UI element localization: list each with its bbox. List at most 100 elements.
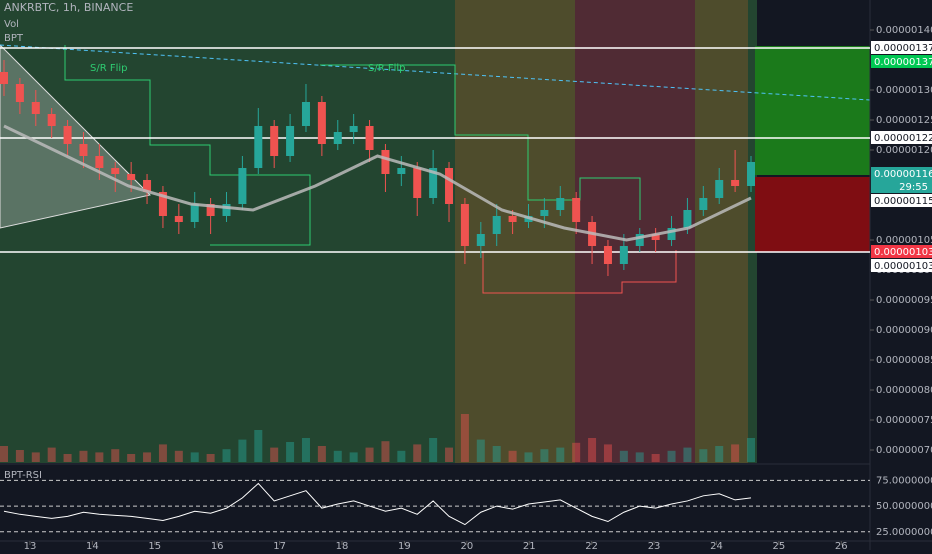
- candle-body: [699, 198, 708, 210]
- candle-body: [460, 204, 469, 246]
- y-tick-label: 0.00000080: [876, 385, 932, 396]
- candle-body: [301, 102, 310, 126]
- x-tick-label: 13: [24, 541, 37, 550]
- price-label-box: [871, 194, 932, 207]
- price-label-box: [871, 259, 932, 272]
- volume-bar: [158, 444, 167, 462]
- volume-bar: [31, 452, 40, 462]
- y-tick-label: 0.00000120: [876, 145, 932, 156]
- rsi-tick-label: 50.00000000: [876, 501, 932, 512]
- price-label-box: [871, 55, 932, 68]
- volume-bar: [0, 446, 8, 462]
- volume-bar: [174, 450, 183, 462]
- y-tick-label: 0.00000090: [876, 325, 932, 336]
- price-label: 0.00000116: [874, 169, 932, 180]
- chart-title: ANKRBTC, 1h, BINANCE: [4, 1, 133, 14]
- candle-body: [508, 216, 517, 222]
- volume-bar: [667, 450, 676, 462]
- volume-bar: [397, 450, 406, 462]
- trend-line: [0, 44, 871, 101]
- volume-bar: [715, 446, 724, 462]
- candle-body: [381, 150, 390, 174]
- volume-bar: [651, 454, 660, 462]
- annotation: S/R Flip: [90, 63, 128, 74]
- volume-bar: [349, 452, 358, 462]
- volume-bar: [460, 414, 469, 462]
- volume-bar: [127, 454, 136, 462]
- volume-bar: [556, 447, 565, 462]
- candle-body: [143, 180, 152, 192]
- candle-body: [572, 198, 581, 222]
- price-label: 0.00000122: [874, 133, 932, 144]
- price-label: 0.00000103: [874, 247, 932, 258]
- x-tick-label: 21: [523, 541, 536, 550]
- candle-body: [667, 228, 676, 240]
- volume-bar: [15, 450, 24, 462]
- candle-body: [349, 126, 358, 132]
- candle-body: [63, 126, 72, 144]
- sr-line: [482, 250, 677, 294]
- rsi-line: [3, 482, 752, 526]
- candle-body: [31, 102, 40, 114]
- volume-bar: [301, 438, 310, 462]
- volume-bar: [111, 449, 120, 462]
- volume-bar: [508, 450, 517, 462]
- volume-bar: [731, 444, 740, 462]
- volume-bar: [588, 438, 597, 462]
- candle-body: [95, 156, 104, 168]
- volume-bar: [270, 447, 279, 462]
- y-tick-label: 0.00000140: [876, 25, 932, 36]
- candle-body: [715, 180, 724, 198]
- y-tick-label: 0.00000095: [876, 295, 932, 306]
- price-label: 0.00000115: [874, 196, 932, 207]
- volume-bar: [317, 446, 326, 462]
- volume-bar: [79, 450, 88, 462]
- volume-bar: [365, 447, 374, 462]
- price-label: 0.00000137: [874, 43, 932, 54]
- volume-bar: [333, 450, 342, 462]
- candle-body: [603, 246, 612, 264]
- volume-bar: [619, 450, 628, 462]
- x-tick-label: 19: [398, 541, 411, 550]
- x-tick-label: 23: [648, 541, 661, 550]
- moving-average: [3, 124, 752, 242]
- volume-bar: [635, 452, 644, 462]
- indicator-label: Vol: [4, 19, 19, 30]
- price-label-box: [871, 41, 932, 54]
- candle-body: [731, 180, 740, 186]
- candle-body: [206, 204, 215, 216]
- candle-body: [15, 84, 24, 102]
- candle-body: [397, 168, 406, 174]
- candle-body: [174, 216, 183, 222]
- y-tick-label: 0.00000105: [876, 235, 932, 246]
- volume-bar: [476, 439, 485, 462]
- volume-bar: [206, 454, 215, 462]
- annotation: S/R Flip: [368, 63, 406, 74]
- zone: [455, 0, 575, 463]
- y-tick-label: 0.00000130: [876, 85, 932, 96]
- volume-bar: [524, 452, 533, 462]
- candle-body: [79, 144, 88, 156]
- x-tick-label: 22: [585, 541, 598, 550]
- volume-bar: [143, 452, 152, 462]
- volume-bar: [238, 439, 247, 462]
- x-tick-label: 26: [835, 541, 848, 550]
- y-tick-label: 0.00000125: [876, 115, 932, 126]
- countdown-box: [871, 180, 932, 193]
- volume-bar: [429, 438, 438, 462]
- volume-bar: [95, 452, 104, 462]
- volume-bar: [572, 442, 581, 462]
- candle-body: [333, 132, 342, 144]
- volume-bar: [381, 441, 390, 462]
- price-label-box: [871, 167, 932, 180]
- sr-line: [320, 64, 641, 220]
- candle-body: [635, 234, 644, 246]
- zone: [0, 0, 455, 463]
- triangle-pattern: [0, 44, 151, 229]
- candle-body: [476, 234, 485, 246]
- sr-line: [64, 45, 311, 246]
- volume-bar: [47, 447, 56, 462]
- volume-bar: [254, 430, 263, 462]
- candle-body: [222, 204, 231, 216]
